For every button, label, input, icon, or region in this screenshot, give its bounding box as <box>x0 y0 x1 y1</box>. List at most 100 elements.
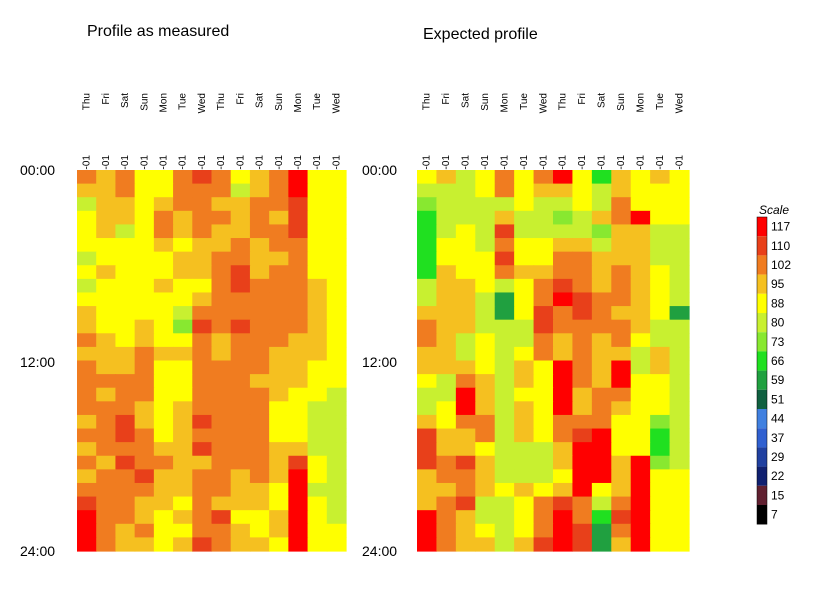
heatmap-cell <box>553 455 574 470</box>
heatmap-cell <box>307 224 328 239</box>
heatmap-cell <box>514 428 535 443</box>
heatmap-cell <box>269 251 289 266</box>
heatmap-cell <box>134 224 155 239</box>
heatmap-cell <box>230 197 251 212</box>
scale-label: 29 <box>771 450 785 464</box>
heatmap-cell <box>211 510 232 525</box>
heatmap-cell <box>77 278 97 294</box>
heatmap-cell <box>192 374 213 389</box>
heatmap-cell <box>553 523 574 538</box>
heatmap-cell <box>650 482 671 498</box>
heatmap-cell <box>115 360 136 375</box>
heatmap-cell <box>494 360 515 375</box>
heatmap-cell <box>514 210 535 226</box>
heatmap-cell <box>533 306 554 321</box>
heatmap-cell <box>115 319 136 334</box>
heatmap-cell <box>77 238 97 253</box>
column-day-label: Wed <box>674 93 685 113</box>
heatmap-cell <box>230 387 251 402</box>
heatmap-cell <box>533 455 554 470</box>
heatmap-cell <box>494 537 515 552</box>
heatmap-cell <box>326 197 347 212</box>
heatmap-cell <box>611 469 632 484</box>
heatmap-cell <box>455 183 476 198</box>
heatmap-cell <box>572 319 593 334</box>
heatmap-cell <box>533 346 554 362</box>
heatmap-cell <box>533 251 554 266</box>
heatmap-cell <box>192 306 213 321</box>
heatmap-cell <box>436 482 457 498</box>
heatmap-cell <box>326 346 347 362</box>
heatmap-cell <box>134 387 155 402</box>
heatmap-cell <box>153 319 174 334</box>
heatmap-cell <box>669 374 690 389</box>
heatmap-cell <box>436 251 457 266</box>
heatmap-cell <box>173 387 193 402</box>
heatmap-cell <box>650 224 671 239</box>
expected-profile-panel: Expected profile Thu6-Sep-01Fri7-Sep-01S… <box>362 26 690 559</box>
heatmap-cell <box>533 360 554 375</box>
heatmap-cell <box>230 360 251 375</box>
heatmap-cell <box>611 510 632 525</box>
heatmap-cell <box>173 319 193 334</box>
heatmap-cell <box>249 238 270 253</box>
time-tick-label: 12:00 <box>362 354 397 370</box>
heatmap-cell <box>307 469 328 484</box>
heatmap-cell <box>494 183 515 198</box>
heatmap-cell <box>494 333 515 348</box>
heatmap-cell <box>417 496 438 511</box>
heatmap-cell <box>326 523 347 538</box>
heatmap-cell <box>307 496 328 511</box>
heatmap-cell <box>436 183 457 198</box>
heatmap-cell <box>533 210 554 226</box>
heatmap-cell <box>455 265 476 280</box>
heatmap-cell <box>533 278 554 294</box>
heatmap-cell <box>211 523 232 538</box>
heatmap-cell <box>211 360 232 375</box>
heatmap-cell <box>669 278 690 294</box>
heatmap-cell <box>553 442 574 457</box>
heatmap-cell <box>115 496 136 511</box>
heatmap-cell <box>650 292 671 307</box>
heatmap-cell <box>494 170 515 185</box>
heatmap-cell <box>475 278 496 294</box>
heatmap-cell <box>591 346 612 362</box>
heatmap-cell <box>115 523 136 538</box>
heatmap-cell <box>553 197 574 212</box>
heatmap-cell <box>288 523 309 538</box>
heatmap-cell <box>77 197 97 212</box>
heatmap-cell <box>591 482 612 498</box>
heatmap-cell <box>326 319 347 334</box>
heatmap-cell <box>307 482 328 498</box>
heatmap-cell <box>630 442 651 457</box>
heatmap-cell <box>514 537 535 552</box>
heatmap-cell <box>192 428 213 443</box>
heatmap-cell <box>630 278 651 294</box>
heatmap-cell <box>630 510 651 525</box>
heatmap-cell <box>192 346 213 362</box>
scale-swatch <box>757 466 767 486</box>
heatmap-cell <box>211 496 232 511</box>
heatmap-cell <box>115 414 136 430</box>
heatmap-cell <box>230 428 251 443</box>
heatmap-cell <box>436 306 457 321</box>
heatmap-cell <box>173 510 193 525</box>
heatmap-cell <box>269 346 289 362</box>
heatmap-cell <box>475 183 496 198</box>
heatmap-cell <box>211 251 232 266</box>
heatmap-cell <box>611 210 632 226</box>
heatmap-cell <box>455 414 476 430</box>
heatmap-cell <box>249 251 270 266</box>
heatmap-cell <box>96 238 117 253</box>
heatmap-cell <box>553 414 574 430</box>
heatmap-cell <box>249 197 270 212</box>
heatmap-cell <box>630 387 651 402</box>
heatmap-cell <box>436 278 457 294</box>
heatmap-cell <box>611 523 632 538</box>
heatmap-cell <box>288 183 309 198</box>
heatmap-cell <box>533 387 554 402</box>
heatmap-cell <box>173 292 193 307</box>
heatmap-cell <box>611 224 632 239</box>
heatmap-cell <box>475 333 496 348</box>
